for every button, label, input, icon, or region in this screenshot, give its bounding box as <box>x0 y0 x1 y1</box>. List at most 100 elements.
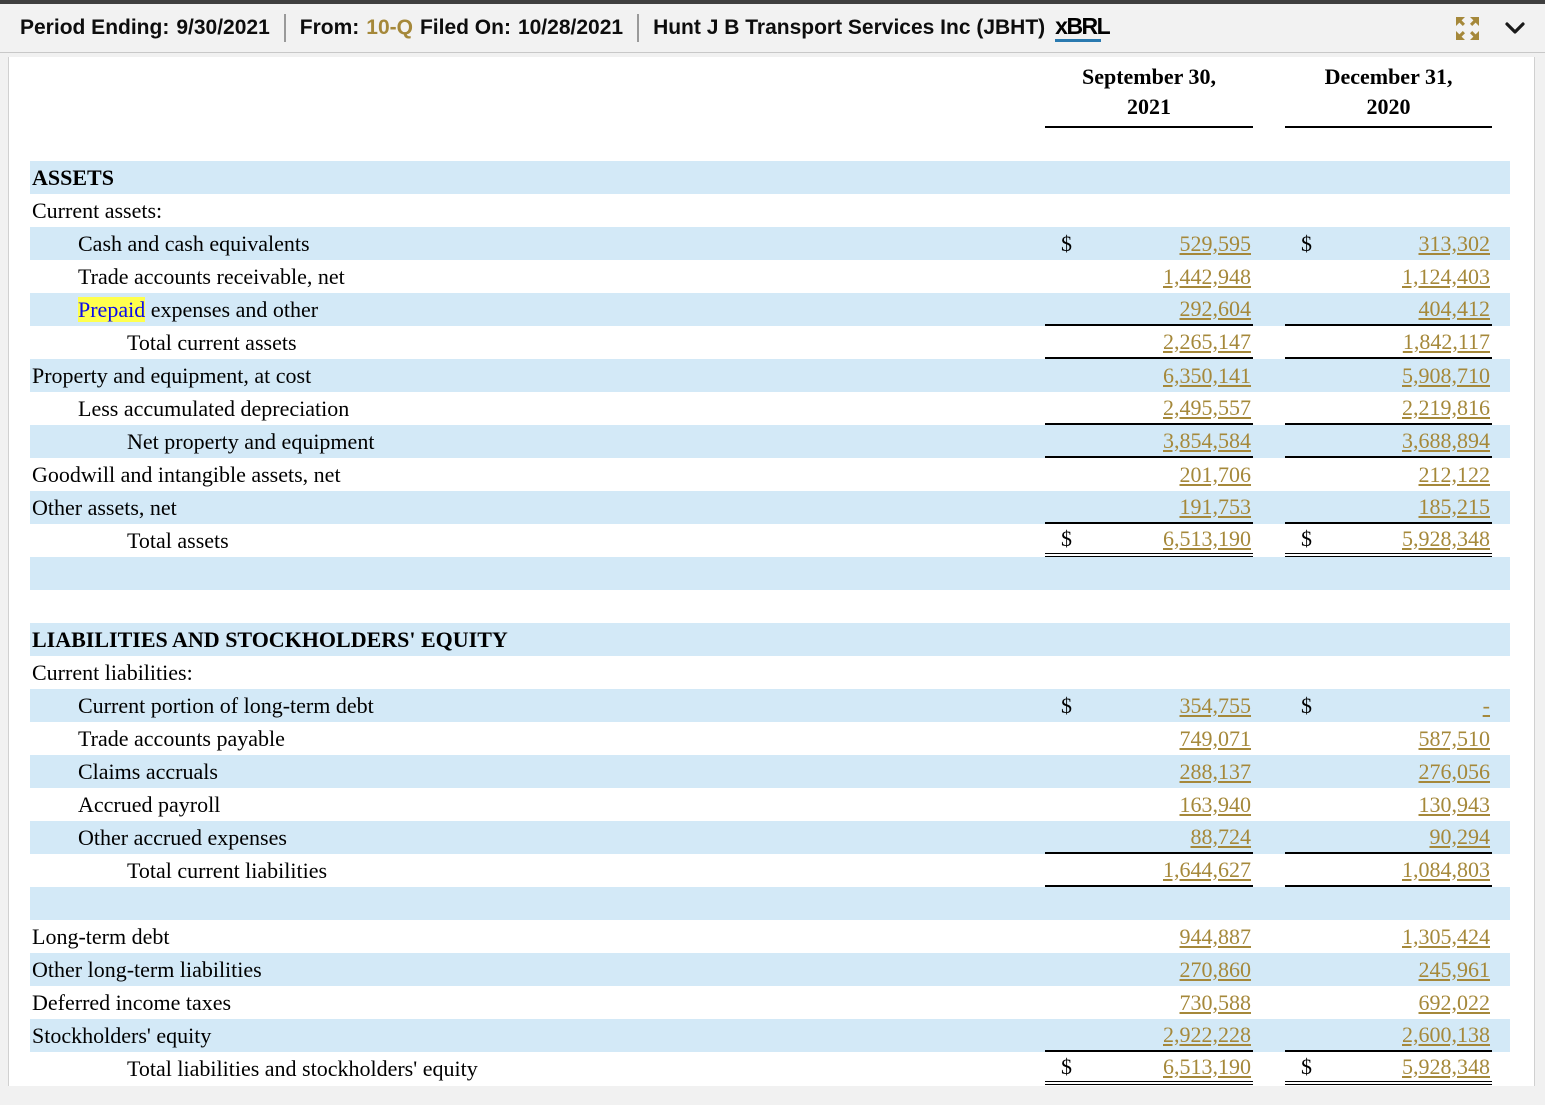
xbrl-value-link[interactable]: 313,302 <box>1418 230 1491 256</box>
xbrl-value-link[interactable]: 529,595 <box>1179 230 1252 256</box>
xbrl-value-link[interactable]: 130,943 <box>1418 791 1491 817</box>
xbrl-value-link[interactable]: 3,688,894 <box>1402 427 1490 453</box>
value-cell-2020 <box>1285 557 1492 590</box>
dollar-sign: $ <box>1301 692 1312 718</box>
xbrl-value-link[interactable]: 2,219,816 <box>1402 394 1490 420</box>
xbrl-value-link[interactable]: 185,215 <box>1418 493 1491 519</box>
table-row: Current liabilities: <box>30 656 1510 689</box>
table-row: Current portion of long-term debt $354,75… <box>30 689 1510 722</box>
row-label: Long-term debt <box>32 923 170 949</box>
value-cell-2021: $6,513,190 <box>1045 1052 1253 1085</box>
period-ending-value: 9/30/2021 <box>176 16 270 39</box>
xbrl-logo-subtext <box>1055 38 1102 42</box>
table-row: Total current liabilities 1,644,627 1,084,… <box>30 854 1510 887</box>
row-label: Total assets <box>127 527 229 553</box>
xbrl-value-link[interactable]: 276,056 <box>1418 758 1491 784</box>
column-header-2020: December 31, 2020 <box>1285 62 1492 128</box>
value-cell-2021: $354,755 <box>1045 689 1253 722</box>
xbrl-value-link[interactable]: 212,122 <box>1418 461 1491 487</box>
xbrl-value-link[interactable]: 201,706 <box>1179 461 1252 487</box>
value-cell-2021 <box>1045 590 1253 623</box>
table-row: Trade accounts payable 749,071 587,510 <box>30 722 1510 755</box>
xbrl-value-link[interactable]: 1,644,627 <box>1163 856 1251 882</box>
table-row: Claims accruals 288,137 276,056 <box>30 755 1510 788</box>
xbrl-value-link[interactable]: 245,961 <box>1418 956 1491 982</box>
value-cell-2020: $5,928,348 <box>1285 524 1492 557</box>
value-cell-2020: 1,305,424 <box>1285 920 1492 953</box>
value-cell-2020: 1,084,803 <box>1285 854 1492 887</box>
value-cell-2020: 1,842,117 <box>1285 326 1492 359</box>
table-row: LIABILITIES AND STOCKHOLDERS' EQUITY <box>30 623 1510 656</box>
from-label: From: <box>299 16 360 39</box>
value-cell-2021 <box>1045 194 1253 227</box>
xbrl-value-link[interactable]: 1,305,424 <box>1402 923 1490 949</box>
xbrl-value-link[interactable]: 292,604 <box>1179 295 1252 321</box>
xbrl-value-link[interactable]: 2,265,147 <box>1163 328 1251 354</box>
xbrl-value-link[interactable]: 90,294 <box>1429 823 1491 849</box>
column-header-row: September 30, 2021 December 31, 2020 <box>30 62 1510 128</box>
value-cell-2021: 2,265,147 <box>1045 326 1253 359</box>
header-separator <box>637 14 640 42</box>
value-cell-2020: $313,302 <box>1285 227 1492 260</box>
dollar-sign: $ <box>1061 692 1072 718</box>
xbrl-value-link[interactable]: 270,860 <box>1179 956 1252 982</box>
xbrl-value-link[interactable]: 749,071 <box>1179 725 1252 751</box>
value-cell-2021: 2,922,228 <box>1045 1019 1253 1052</box>
filed-on-label: Filed On: <box>419 16 511 39</box>
value-cell-2021: 2,495,557 <box>1045 392 1253 425</box>
xbrl-value-link[interactable]: 2,495,557 <box>1163 394 1251 420</box>
row-label: Current liabilities: <box>32 659 193 685</box>
xbrl-value-link[interactable]: 88,724 <box>1190 823 1252 849</box>
xbrl-value-link[interactable]: 191,753 <box>1179 493 1252 519</box>
row-label: Trade accounts receivable, net <box>78 263 345 289</box>
table-row: Cash and cash equivalents $529,595 $313,30… <box>30 227 1510 260</box>
xbrl-value-link[interactable]: 1,442,948 <box>1163 263 1251 289</box>
expand-icon[interactable] <box>1454 15 1481 42</box>
company-name: Hunt J B Transport Services Inc (JBHT) <box>653 16 1046 39</box>
xbrl-value-link[interactable]: 730,588 <box>1179 989 1252 1015</box>
company-group: Hunt J B Transport Services Inc (JBHT) x… <box>653 14 1111 42</box>
xbrl-logo: xBRL <box>1055 14 1111 42</box>
xbrl-value-link[interactable]: 5,928,348 <box>1402 1053 1490 1079</box>
xbrl-value-link[interactable]: - <box>1482 692 1490 718</box>
value-cell-2021: 1,644,627 <box>1045 854 1253 887</box>
form-type-link[interactable]: 10-Q <box>366 16 413 39</box>
value-cell-2020: 245,961 <box>1285 953 1492 986</box>
table-row: Total liabilities and stockholders' equi… <box>30 1052 1510 1085</box>
xbrl-value-link[interactable]: 5,908,710 <box>1402 362 1490 388</box>
row-label: LIABILITIES AND STOCKHOLDERS' EQUITY <box>32 626 508 652</box>
chevron-down-icon[interactable] <box>1503 16 1527 40</box>
spacer-row <box>30 557 1510 590</box>
dollar-sign: $ <box>1061 1053 1072 1079</box>
xbrl-value-link[interactable]: 1,124,403 <box>1402 263 1490 289</box>
value-cell-2021: 201,706 <box>1045 458 1253 491</box>
xbrl-value-link[interactable]: 5,928,348 <box>1402 525 1490 551</box>
dollar-sign: $ <box>1301 230 1312 256</box>
xbrl-value-link[interactable]: 6,513,190 <box>1163 1053 1251 1079</box>
xbrl-value-link[interactable]: 163,940 <box>1179 791 1252 817</box>
value-cell-2021: 944,887 <box>1045 920 1253 953</box>
xbrl-value-link[interactable]: 404,412 <box>1418 295 1491 321</box>
xbrl-value-link[interactable]: 944,887 <box>1179 923 1252 949</box>
xbrl-value-link[interactable]: 288,137 <box>1179 758 1252 784</box>
filing-info-group: From: 10-Q Filed On: 10/28/2021 <box>300 16 623 40</box>
value-cell-2020 <box>1285 623 1492 656</box>
xbrl-value-link[interactable]: 1,084,803 <box>1402 856 1490 882</box>
value-cell-2021 <box>1045 623 1253 656</box>
row-label: Net property and equipment <box>127 428 375 454</box>
table-row: Current assets: <box>30 194 1510 227</box>
xbrl-value-link[interactable]: 587,510 <box>1418 725 1491 751</box>
xbrl-value-link[interactable]: 1,842,117 <box>1402 328 1490 354</box>
xbrl-value-link[interactable]: 2,600,138 <box>1402 1021 1490 1047</box>
xbrl-value-link[interactable]: 6,513,190 <box>1163 525 1251 551</box>
value-cell-2020 <box>1285 194 1492 227</box>
xbrl-value-link[interactable]: 3,854,584 <box>1163 427 1251 453</box>
xbrl-value-link[interactable]: 692,022 <box>1418 989 1491 1015</box>
value-cell-2020 <box>1285 656 1492 689</box>
xbrl-value-link[interactable]: 2,922,228 <box>1163 1021 1251 1047</box>
value-cell-2020 <box>1285 161 1492 194</box>
value-cell-2021: $6,513,190 <box>1045 524 1253 557</box>
row-label: Less accumulated depreciation <box>78 395 350 421</box>
xbrl-value-link[interactable]: 354,755 <box>1179 692 1252 718</box>
xbrl-value-link[interactable]: 6,350,141 <box>1163 362 1251 388</box>
